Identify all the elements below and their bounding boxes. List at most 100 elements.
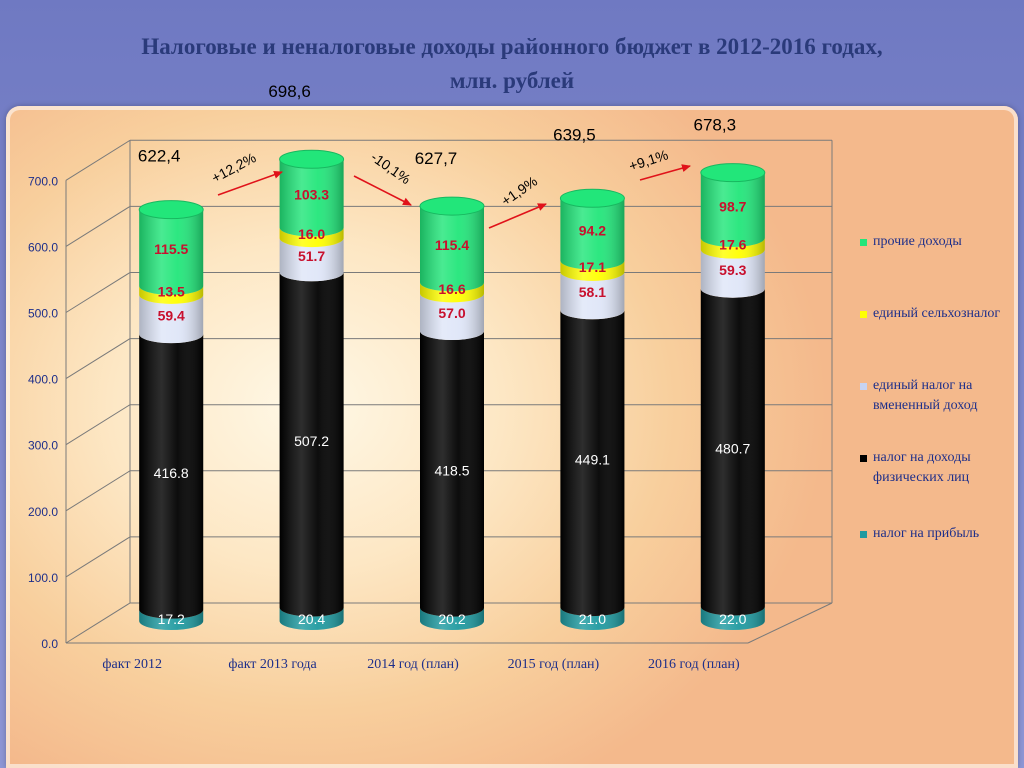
total-label: 639,5 bbox=[553, 125, 596, 144]
y-tick-label: 200.0 bbox=[28, 505, 58, 519]
data-label: 16.0 bbox=[298, 226, 325, 242]
bar-top bbox=[700, 163, 766, 183]
data-label: 58.1 bbox=[579, 284, 606, 300]
change-label: +12,2% bbox=[209, 149, 259, 186]
total-label: 622,4 bbox=[138, 147, 181, 166]
legend-swatch bbox=[860, 239, 867, 246]
change-arrow bbox=[639, 164, 691, 181]
data-label: 17.2 bbox=[158, 611, 185, 627]
legend-swatch bbox=[860, 311, 867, 318]
change-label: +1,9% bbox=[498, 173, 540, 209]
data-label: 13.5 bbox=[158, 283, 185, 299]
y-tick-label: 400.0 bbox=[28, 373, 58, 387]
bar-segment-shade bbox=[139, 294, 204, 344]
x-tick-label: факт 2012 bbox=[102, 657, 162, 672]
gridline-depth bbox=[65, 602, 131, 644]
data-label: 416.8 bbox=[154, 465, 189, 481]
bar-stack bbox=[419, 196, 485, 630]
data-label: 51.7 bbox=[298, 248, 325, 264]
x-tick-label: 2015 год (план) bbox=[508, 657, 600, 672]
bar-top bbox=[419, 196, 485, 216]
total-label: 678,3 bbox=[694, 116, 737, 135]
bar-segment-shade bbox=[560, 260, 625, 281]
bar-segment-shade bbox=[700, 172, 765, 247]
bar-segment-shade bbox=[279, 272, 344, 617]
y-tick-label: 500.0 bbox=[28, 307, 58, 321]
bar-segment-shade bbox=[420, 331, 484, 617]
change-arrow bbox=[217, 170, 283, 196]
data-label: 98.7 bbox=[719, 198, 746, 214]
gridline-depth bbox=[65, 404, 131, 446]
bar-segment-shade bbox=[279, 607, 344, 630]
legend-label: единый налог на вмененный доход bbox=[873, 378, 978, 413]
bar-top bbox=[279, 149, 345, 169]
bar-segment-shade bbox=[139, 334, 204, 619]
bar-segment-shade bbox=[279, 227, 344, 248]
gridline-depth bbox=[65, 470, 131, 512]
legend-item: прочие доходы bbox=[860, 232, 962, 252]
gridline-depth bbox=[65, 338, 131, 380]
bar-segment-shade bbox=[139, 285, 204, 304]
data-label: 115.4 bbox=[435, 237, 469, 253]
data-label: 22.0 bbox=[719, 611, 746, 627]
change-arrow bbox=[353, 175, 412, 206]
data-label: 57.0 bbox=[438, 305, 465, 321]
gridline-depth bbox=[65, 272, 131, 313]
y-tick-label: 300.0 bbox=[28, 439, 58, 453]
bar-segment-shade bbox=[279, 159, 344, 237]
floor-edge bbox=[747, 602, 833, 644]
bar-top bbox=[559, 188, 625, 208]
data-label: 449.1 bbox=[575, 452, 610, 468]
data-label: 17.6 bbox=[719, 237, 746, 253]
total-label: 698,6 bbox=[268, 82, 311, 101]
chart-title: Налоговые и неналоговые доходы районного… bbox=[0, 30, 1024, 98]
legend-label: налог на прибыль bbox=[873, 526, 980, 541]
y-tick-label: 700.0 bbox=[28, 174, 58, 188]
change-label: -10,1% bbox=[368, 149, 414, 188]
bar-stack bbox=[559, 188, 625, 630]
y-tick-label: 0.0 bbox=[41, 637, 58, 651]
bar-segment-shade bbox=[139, 209, 204, 295]
gridline-depth bbox=[65, 139, 131, 181]
legend-item: единый налог на вмененный доход bbox=[860, 376, 1020, 416]
title-line-1: Налоговые и неналоговые доходы районного… bbox=[141, 34, 883, 59]
data-label: 115.5 bbox=[154, 241, 188, 257]
legend-swatch bbox=[860, 531, 867, 538]
bar-stack bbox=[138, 200, 204, 630]
bar-segment-shade bbox=[700, 288, 765, 616]
bar-segment-shade bbox=[560, 310, 625, 617]
bar-segment-shade bbox=[700, 606, 765, 630]
x-tick-label: факт 2013 года bbox=[228, 657, 317, 672]
legend-label: единый сельхозналог bbox=[873, 306, 1001, 321]
change-arrow bbox=[488, 203, 547, 229]
bar-segment-shade bbox=[420, 206, 484, 292]
x-tick-label: 2016 год (план) bbox=[648, 657, 740, 672]
bar-segment-shade bbox=[560, 198, 625, 270]
bar-top bbox=[138, 200, 204, 220]
data-label: 103.3 bbox=[294, 186, 329, 202]
bar-stack bbox=[700, 163, 766, 630]
bar-segment-shade bbox=[279, 238, 344, 282]
data-label: 418.5 bbox=[434, 462, 469, 478]
legend-item: единый сельхозналог bbox=[860, 304, 1000, 324]
data-label: 507.2 bbox=[294, 433, 329, 449]
legend-label: прочие доходы bbox=[873, 234, 962, 249]
y-tick-label: 600.0 bbox=[28, 240, 58, 254]
gridline-depth bbox=[65, 205, 131, 247]
data-label: 94.2 bbox=[579, 222, 606, 238]
bar-segment-shade bbox=[420, 282, 484, 303]
bar-segment-shade bbox=[560, 271, 625, 320]
change-label: +9,1% bbox=[627, 146, 670, 174]
data-label: 21.0 bbox=[579, 611, 606, 627]
legend-swatch bbox=[860, 383, 867, 390]
bar-segment-shade bbox=[420, 293, 484, 341]
data-label: 16.6 bbox=[438, 281, 465, 297]
gridline-depth bbox=[65, 536, 131, 578]
bar-segment-shade bbox=[560, 607, 625, 630]
x-tick-label: 2014 год (план) bbox=[367, 657, 459, 672]
legend-item: налог на доходы физических лиц bbox=[860, 448, 1020, 488]
bar-segment-shade bbox=[139, 609, 204, 630]
legend-swatch bbox=[860, 455, 867, 462]
bar-segment-shade bbox=[700, 249, 765, 298]
